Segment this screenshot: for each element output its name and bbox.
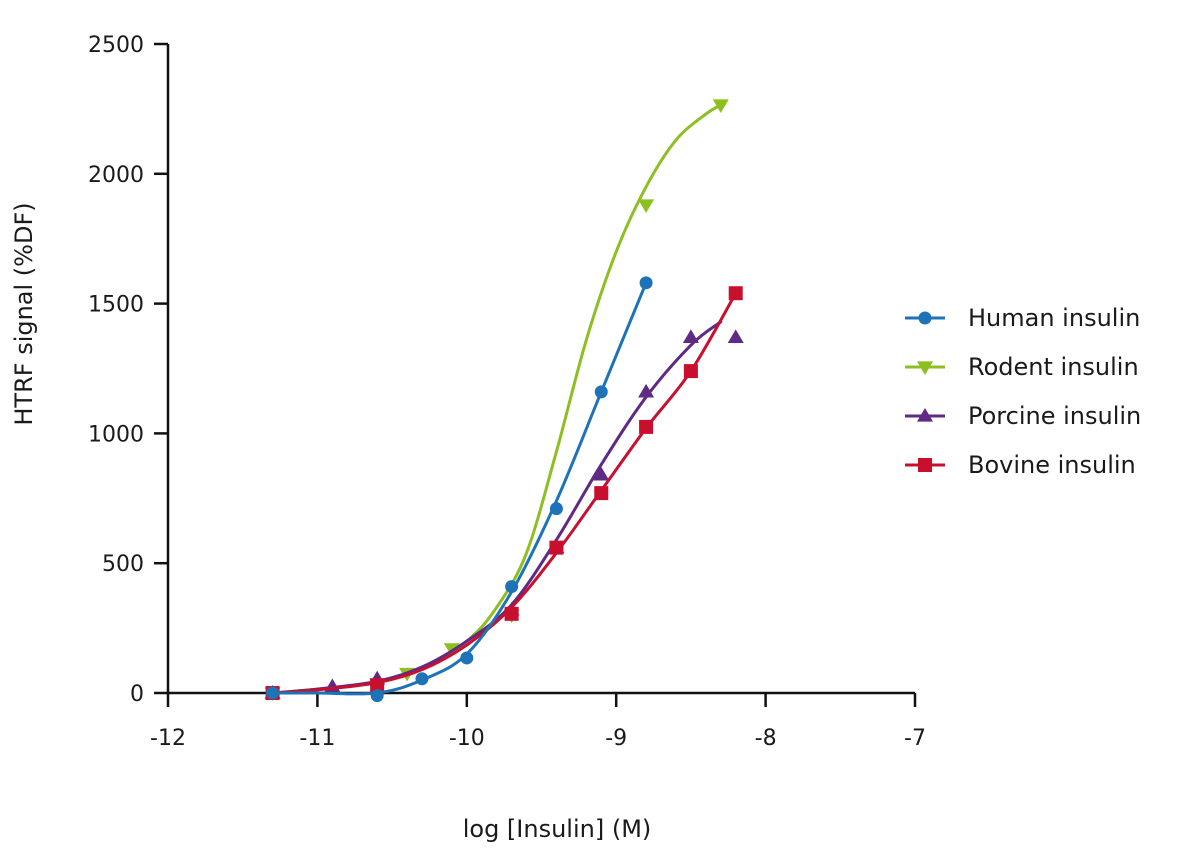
- data-point: [594, 385, 608, 399]
- legend-swatch-marker: [918, 458, 932, 472]
- data-point: [266, 686, 280, 700]
- series-porcine-insulin: [264, 320, 744, 699]
- series-bovine-insulin: [265, 286, 743, 700]
- legend-item: Human insulin: [905, 304, 1140, 332]
- y-tick-label: 2000: [88, 163, 144, 188]
- data-point: [594, 486, 609, 501]
- data-point: [712, 99, 729, 114]
- axes: [166, 44, 915, 695]
- legend: Human insulin Rodent insulin Porcine insul…: [905, 304, 1141, 479]
- data-point: [728, 286, 743, 301]
- legend-item: Porcine insulin: [905, 402, 1141, 430]
- x-tick-label: -7: [904, 726, 926, 751]
- legend-label: Bovine insulin: [968, 451, 1136, 479]
- legend-label: Rodent insulin: [968, 353, 1139, 381]
- data-point: [593, 466, 610, 481]
- data-point: [370, 678, 385, 693]
- data-point: [638, 199, 655, 213]
- x-axis-title: log [Insulin] (M): [463, 815, 652, 843]
- data-point: [505, 580, 519, 594]
- legend-item: Rodent insulin: [905, 353, 1139, 381]
- legend-swatch-marker: [917, 408, 933, 422]
- y-tick-label: 2500: [88, 33, 144, 58]
- legend-item: Bovine insulin: [905, 451, 1136, 479]
- series-human-insulin: [266, 276, 653, 703]
- y-tick-label: 1500: [88, 293, 144, 318]
- x-tick-label: -9: [605, 726, 627, 751]
- data-point: [549, 540, 564, 555]
- legend-label: Human insulin: [968, 304, 1140, 332]
- series-line: [271, 281, 648, 696]
- data-point: [460, 651, 474, 665]
- data-point: [549, 502, 563, 516]
- x-tick-label: -8: [755, 726, 777, 751]
- data-point: [683, 364, 698, 379]
- x-tick-label: -12: [150, 726, 186, 751]
- y-tick-label: 500: [102, 552, 144, 577]
- data-point: [370, 689, 384, 703]
- series-line: [271, 291, 738, 695]
- y-tick-label: 1000: [88, 422, 144, 447]
- ticks: -12 -11 -10 -9 -8 -7 0 500 1000 1500 2000 2500: [88, 33, 926, 751]
- legend-swatch-marker: [917, 361, 933, 375]
- y-tick-label: 0: [130, 682, 144, 707]
- legend-swatch-marker: [918, 311, 932, 325]
- data-point: [682, 329, 699, 343]
- data-point: [639, 419, 654, 434]
- series-line: [271, 320, 723, 695]
- series-layer: [264, 99, 744, 703]
- series-line: [271, 103, 723, 695]
- data-point: [638, 383, 655, 398]
- data-point: [415, 672, 429, 686]
- data-point: [639, 276, 653, 290]
- y-axis-title: HTRF signal (%DF): [10, 202, 38, 425]
- data-point: [727, 329, 744, 343]
- legend-label: Porcine insulin: [968, 402, 1141, 430]
- series-rodent-insulin: [264, 99, 729, 701]
- x-tick-label: -11: [299, 726, 335, 751]
- data-point: [504, 606, 519, 621]
- x-tick-label: -10: [449, 726, 485, 751]
